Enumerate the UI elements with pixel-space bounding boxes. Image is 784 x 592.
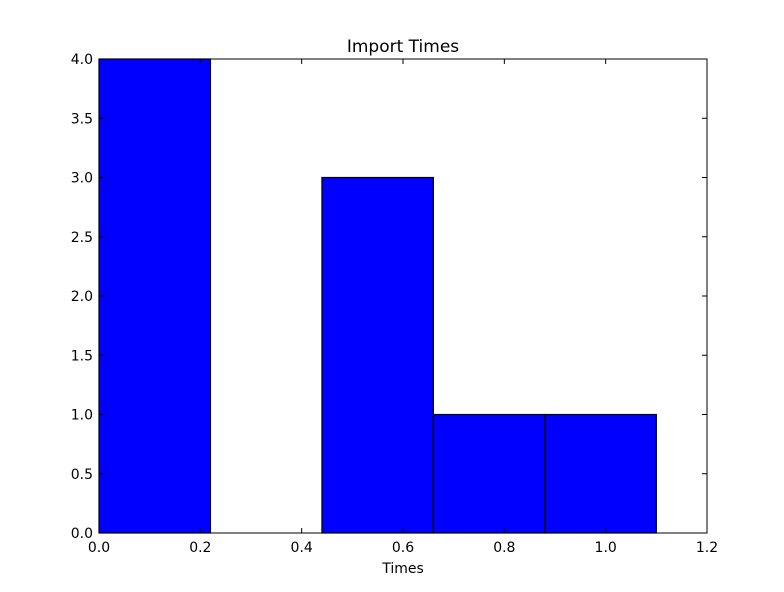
y-tick-label-5: 2.5: [71, 230, 93, 246]
x-tick-labels: 0.0 0.2 0.4 0.6 0.8 1.0 1.2: [88, 540, 718, 556]
histogram-bar-3: [432, 413, 546, 534]
chart-title: Import Times: [347, 37, 459, 57]
y-tick-label-7: 3.5: [71, 111, 93, 127]
y-tick-label-0: 0.0: [71, 526, 93, 542]
y-tick-label-4: 2.0: [71, 289, 93, 305]
x-tick-label-4: 0.8: [493, 540, 515, 556]
y-tick-label-2: 1.0: [71, 408, 93, 424]
y-tick-label-8: 4.0: [71, 52, 93, 68]
y-tick-label-6: 3.0: [71, 171, 93, 187]
plot-frame: [98, 58, 708, 534]
x-axis-label: Times: [381, 561, 424, 577]
x-tick-label-3: 0.6: [392, 540, 414, 556]
y-tick-labels: 0.0 0.5 1.0 1.5 2.0 2.5 3.0 3.5 4.0: [71, 52, 93, 542]
x-tick-label-0: 0.0: [88, 540, 110, 556]
bars-layer: [98, 58, 657, 534]
y-tick-label-3: 1.5: [71, 348, 93, 364]
x-tick-label-5: 1.0: [595, 540, 617, 556]
histogram-bar-2: [321, 176, 434, 534]
y-tick-label-1: 0.5: [71, 467, 93, 483]
x-tick-label-1: 0.2: [189, 540, 211, 556]
x-tick-label-6: 1.2: [696, 540, 718, 556]
histogram-bar-4: [544, 413, 657, 534]
histogram-bar-0: [98, 58, 212, 534]
x-tick-label-2: 0.4: [291, 540, 313, 556]
